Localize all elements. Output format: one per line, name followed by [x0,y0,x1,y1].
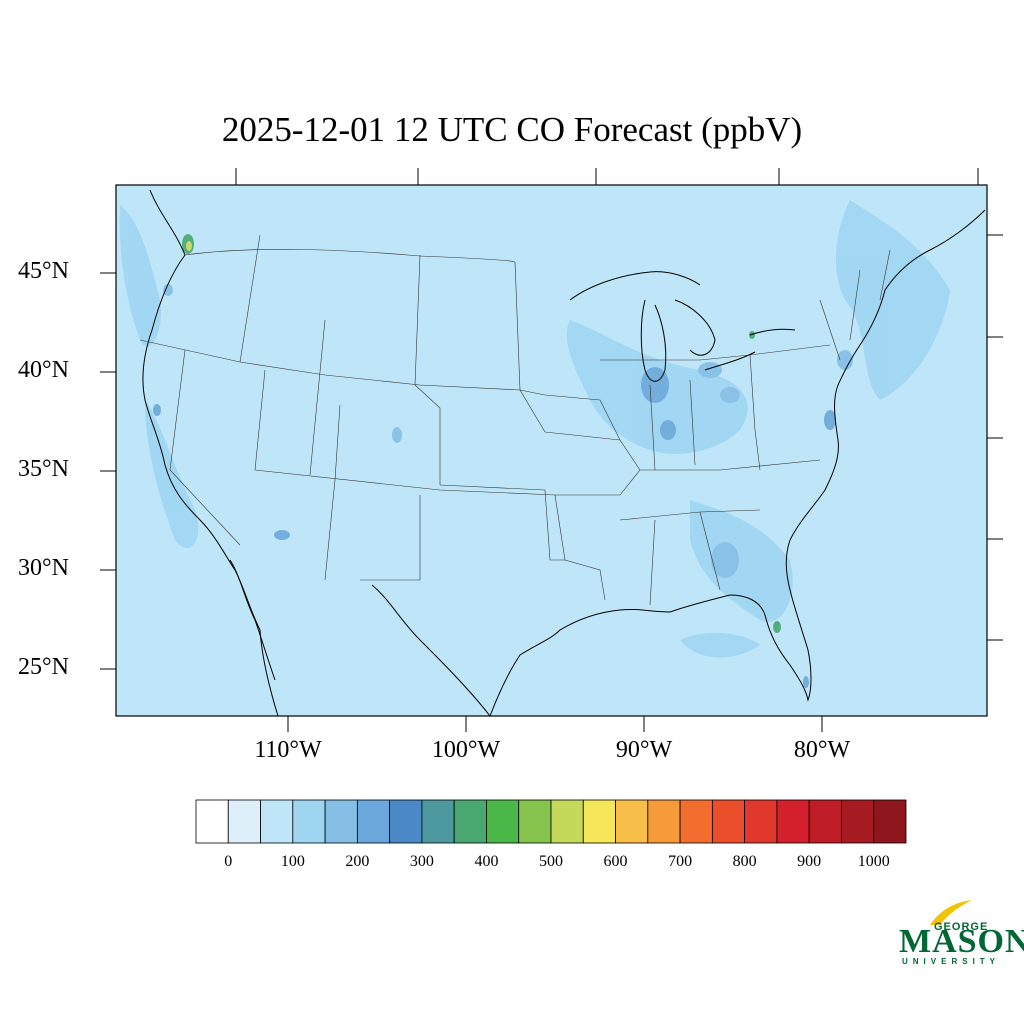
colorbar-swatch [582,799,616,844]
colorbar-swatch [260,799,294,844]
lon-label-110w: 110°W [254,737,322,763]
lon-label-100w: 100°W [431,737,501,763]
lake-erie [704,351,756,371]
colorbar-swatch [195,799,229,844]
patch-tampa [773,621,781,633]
lon-label-90w: 90°W [615,737,673,763]
state-borders [139,234,891,606]
top-ticks [235,168,979,185]
patch-sf [153,404,161,416]
colorbar-label: 300 [409,853,434,870]
lon-label-80w: 80°W [793,737,851,763]
colorbar-swatch [453,799,487,844]
patch-california [145,400,199,549]
colorbar-swatch [841,799,875,844]
logo-mason: MASON [899,923,1024,960]
logo-george: GEORGE [934,921,989,933]
colorbar-swatch [711,799,746,844]
lake-michigan [640,299,667,382]
colorbar-swatch [873,799,907,844]
lat-label-40: 40°N [18,357,69,383]
left-ticks [100,272,116,670]
colorbar-swatch [518,799,552,844]
map-frame [115,184,988,717]
patch-gulf [680,633,760,658]
patch-denver [392,427,402,443]
great-lakes-superior [569,271,701,301]
patch-toronto [749,331,755,339]
colorbar-swatch [808,799,842,844]
patch-atlanta [711,542,739,578]
colorbar [195,799,907,844]
logo-university: UNIVERSITY [902,957,1001,966]
lat-label-45: 45°N [18,258,69,284]
colorbar-swatch [292,799,326,844]
patch-pacific-nw [119,205,161,347]
colorbar-swatch [324,799,358,844]
patch-detroit [698,362,722,378]
colorbar-label: 500 [539,853,563,870]
colorbar-label: 900 [797,853,822,870]
bottom-ticks [287,716,823,732]
colorbar-swatch [744,799,778,844]
colorbar-swatch [356,799,391,844]
colorbar-swatch [679,799,713,844]
right-ticks [987,234,1003,641]
patch-miami [803,676,809,688]
gulf-coast [371,584,491,717]
colorbar-label: 1000 [857,853,890,870]
patch-ohio [720,387,740,403]
patch-seattle-core [186,241,192,251]
colorbar-swatch [486,799,520,844]
patch-dc [824,410,836,430]
colorbar-label: 600 [603,853,628,870]
gmu-logo-swoosh [930,900,972,925]
lat-label-30: 30°N [18,555,69,581]
baja-gulf [229,559,276,681]
patch-northeast [835,200,950,400]
colorbar-label: 400 [474,853,499,870]
lake-ontario [749,328,796,336]
map-title: 2025-12-01 12 UTC CO Forecast (ppbV) [221,110,803,149]
colorbar-swatch [647,799,681,844]
colorbar-label: 800 [732,853,757,870]
colorbar-swatch [550,799,584,844]
patch-nyc [837,350,853,370]
colorbar-swatch [389,799,423,844]
colorbar-label: 0 [224,853,233,870]
patch-chicago [641,367,669,403]
patch-phoenix [274,530,290,540]
colorbar-swatch [421,799,455,844]
lake-huron [674,299,716,356]
texas-louisiana-coast [489,594,731,717]
patch-southeast [690,500,793,622]
patch-indiana [660,420,676,440]
colorbar-label: 200 [345,853,370,870]
colorbar-swatch [615,799,649,844]
colorbar-label: 700 [668,853,693,870]
patch-portland [163,284,173,296]
colorbar-swatch [227,799,261,844]
florida [729,539,812,702]
atlantic-coast [789,209,986,541]
coastlines [142,189,986,717]
colorbar-label: 100 [280,853,305,870]
colorbar-swatch [776,799,810,844]
lat-label-25: 25°N [18,654,69,680]
lat-label-35: 35°N [18,456,69,482]
